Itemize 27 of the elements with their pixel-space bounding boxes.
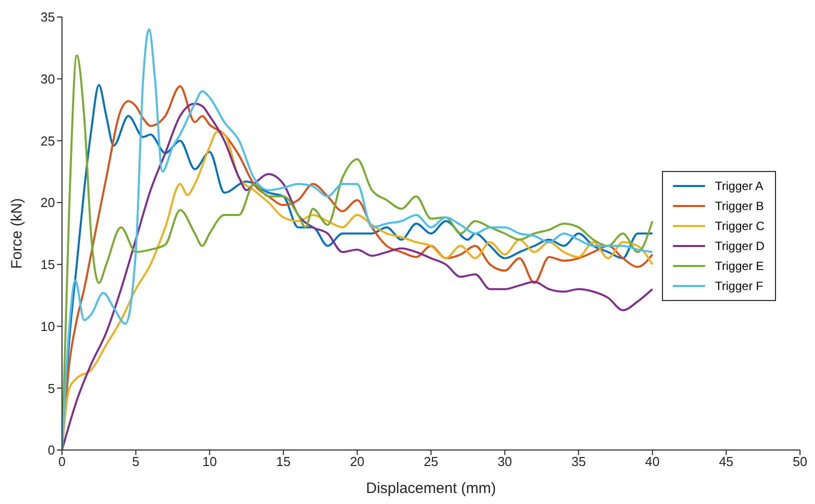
y-tick-label: 0 — [48, 442, 55, 458]
x-tick-label: 50 — [792, 454, 808, 470]
x-tick-label: 0 — [58, 454, 66, 470]
x-tick-label: 35 — [571, 454, 586, 470]
x-tick-label: 20 — [350, 454, 364, 470]
y-tick-label: 35 — [40, 10, 55, 25]
y-tick-label: 10 — [40, 318, 55, 334]
x-tick-label: 30 — [498, 454, 512, 470]
x-tick-label: 40 — [645, 454, 660, 470]
y-axis-title: Force (kN) — [8, 198, 26, 269]
y-tick-label: 5 — [48, 380, 55, 396]
y-tick-label: 30 — [40, 71, 55, 86]
x-tick-label: 10 — [202, 454, 217, 470]
legend-label: Trigger C — [715, 219, 765, 233]
y-tick-label: 25 — [40, 133, 55, 148]
x-tick-label: 45 — [718, 454, 734, 470]
x-tick-label: 15 — [276, 454, 291, 470]
y-tick-label: 15 — [40, 257, 55, 272]
legend-label: Trigger F — [715, 279, 764, 293]
legend-label: Trigger E — [715, 259, 764, 273]
y-tick-label: 20 — [40, 195, 55, 210]
legend-label: Trigger D — [715, 239, 765, 253]
x-tick-label: 5 — [132, 454, 140, 470]
x-tick-label: 25 — [424, 454, 438, 470]
x-axis-title: Displacement (mm) — [366, 480, 496, 497]
legend-label: Trigger B — [715, 199, 764, 213]
legend-label: Trigger A — [715, 179, 764, 193]
